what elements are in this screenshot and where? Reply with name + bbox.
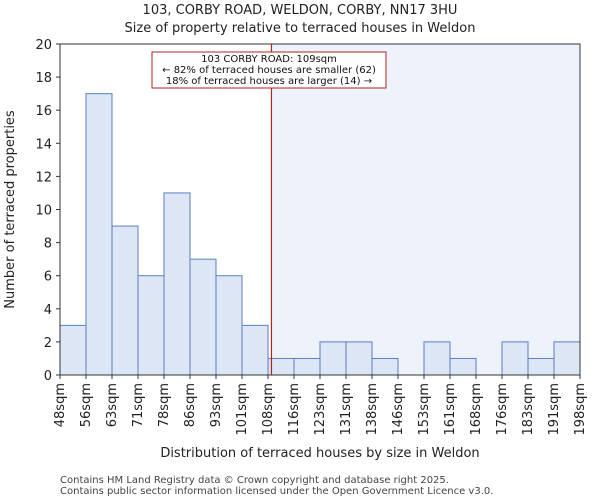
x-tick-label: 176sqm bbox=[495, 383, 510, 436]
y-tick-label: 16 bbox=[35, 104, 52, 119]
x-tick-label: 56sqm bbox=[79, 383, 94, 427]
footer-line-1: Contains HM Land Registry data © Crown c… bbox=[60, 475, 449, 486]
x-tick-label: 116sqm bbox=[287, 383, 302, 436]
bar-78sqm bbox=[163, 192, 191, 376]
y-tick-label: 2 bbox=[44, 336, 52, 351]
x-tick-label: 161sqm bbox=[443, 383, 458, 436]
x-tick-label: 78sqm bbox=[157, 383, 172, 427]
x-tick-label: 63sqm bbox=[105, 383, 120, 427]
bar-153sqm bbox=[423, 341, 451, 376]
y-tick-label: 0 bbox=[44, 369, 52, 384]
x-tick-label: 108sqm bbox=[261, 383, 276, 436]
annotation-line-3: 18% of terraced houses are larger (14) → bbox=[166, 76, 372, 87]
annotation-box bbox=[151, 51, 387, 89]
chart-subtitle: Size of property relative to terraced ho… bbox=[124, 21, 476, 36]
x-tick-label: 131sqm bbox=[339, 383, 354, 436]
x-tick-label: 86sqm bbox=[183, 383, 198, 427]
x-tick-label: 48sqm bbox=[53, 383, 68, 427]
bar-116sqm bbox=[293, 357, 321, 376]
x-tick-label: 93sqm bbox=[209, 383, 224, 427]
x-tick-label: 71sqm bbox=[131, 383, 146, 427]
x-tick-label: 153sqm bbox=[417, 383, 432, 436]
bar-176sqm bbox=[501, 341, 529, 376]
bar-123sqm bbox=[319, 341, 347, 376]
bar-131sqm bbox=[345, 341, 373, 376]
y-tick-label: 4 bbox=[44, 303, 52, 318]
y-tick-label: 6 bbox=[44, 270, 52, 285]
bar-191sqm bbox=[553, 341, 581, 376]
x-tick-label: 191sqm bbox=[547, 383, 562, 436]
x-tick-label: 198sqm bbox=[573, 383, 588, 436]
chart-title: 103, CORBY ROAD, WELDON, CORBY, NN17 3HU bbox=[142, 3, 458, 18]
bar-183sqm bbox=[527, 357, 555, 376]
bar-93sqm bbox=[215, 275, 243, 376]
x-tick-label: 146sqm bbox=[391, 383, 406, 436]
x-axis-label: Distribution of terraced houses by size … bbox=[160, 446, 479, 461]
bar-138sqm bbox=[371, 357, 399, 376]
larger-region-shade bbox=[271, 44, 580, 375]
bar-86sqm bbox=[189, 258, 217, 376]
x-tick-label: 183sqm bbox=[521, 383, 536, 436]
y-tick-label: 10 bbox=[35, 204, 52, 219]
bar-161sqm bbox=[449, 357, 477, 376]
bar-63sqm bbox=[111, 225, 139, 376]
x-tick-label: 101sqm bbox=[235, 383, 250, 436]
y-tick-label: 8 bbox=[44, 237, 52, 252]
y-tick-label: 18 bbox=[35, 71, 52, 86]
bar-48sqm bbox=[59, 324, 87, 376]
y-axis-label: Number of terraced properties bbox=[3, 110, 18, 309]
x-tick-label: 138sqm bbox=[365, 383, 380, 436]
bar-101sqm bbox=[241, 324, 269, 376]
bar-56sqm bbox=[85, 93, 113, 376]
y-tick-label: 14 bbox=[35, 137, 52, 152]
x-tick-label: 168sqm bbox=[469, 383, 484, 436]
footer-line-2: Contains public sector information licen… bbox=[60, 486, 494, 497]
bar-71sqm bbox=[137, 275, 165, 376]
y-tick-label: 20 bbox=[35, 38, 52, 53]
annotation-line-2: ← 82% of terraced houses are smaller (62… bbox=[162, 65, 376, 76]
annotation-line-1: 103 CORBY ROAD: 109sqm bbox=[201, 54, 337, 65]
y-tick-label: 12 bbox=[35, 170, 52, 185]
x-tick-label: 123sqm bbox=[313, 383, 328, 436]
